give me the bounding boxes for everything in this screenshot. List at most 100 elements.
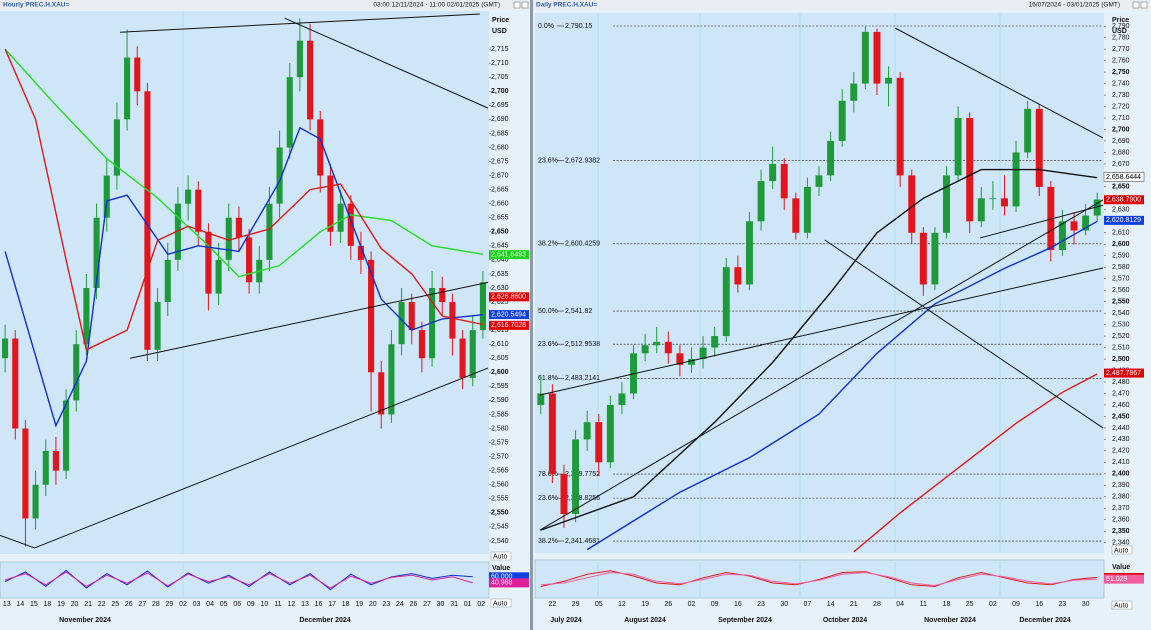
window-button[interactable] xyxy=(1140,1,1148,9)
plot-layer: 0.0% 2,790.15 23.6% 2,672.9382 38.2% 2,600.42… xyxy=(537,14,1104,553)
x-tick-label: 05 xyxy=(220,601,228,608)
auto-button[interactable] xyxy=(490,551,512,561)
y-tick-label: 2,580 xyxy=(1112,264,1130,271)
candle-body xyxy=(861,31,869,84)
x-tick-label: 09 xyxy=(1012,601,1020,608)
candle-body xyxy=(896,77,904,176)
candle-body xyxy=(1035,108,1043,187)
x-tick-label: 30 xyxy=(437,601,445,608)
candle-body xyxy=(954,117,962,176)
fib-label: 78.6% xyxy=(538,471,558,478)
y-tick-label: 2,590 xyxy=(491,397,509,404)
x-tick-label: 12 xyxy=(288,601,296,608)
y-tick-label: 2,575 xyxy=(491,439,509,446)
candle-body xyxy=(537,393,545,405)
window-button[interactable] xyxy=(513,1,521,9)
price-tag xyxy=(1104,215,1144,225)
x-tick-label: 04 xyxy=(206,601,214,608)
date-range: 03:00 12/11/2024 - 11:00 02/01/2025 (GMT… xyxy=(373,2,500,9)
x-tick-label: 18 xyxy=(44,601,52,608)
fib-label: 38.2% xyxy=(538,538,558,545)
x-tick-label: 29 xyxy=(572,601,580,608)
fib-label: 23.6% xyxy=(538,157,558,164)
y-tick-label: 2,740 xyxy=(1112,80,1130,87)
moving-average xyxy=(853,373,1098,553)
y-tick-label: 2,790 xyxy=(1112,23,1130,30)
oscillator-layer xyxy=(540,562,1098,597)
candle-body xyxy=(12,338,19,429)
auto-button-label[interactable]: Auto xyxy=(1114,602,1129,609)
oscillator-line xyxy=(4,571,473,589)
auto-button[interactable] xyxy=(490,598,512,608)
window-button[interactable] xyxy=(521,1,529,9)
y-tick-label: 2,600 xyxy=(1112,241,1130,248)
y-tick-label: 2,460 xyxy=(1112,402,1130,409)
candle-body xyxy=(134,57,141,92)
x-tick-label: 21 xyxy=(84,601,92,608)
x-tick-label: 20 xyxy=(369,601,377,608)
auto-button-label[interactable]: Auto xyxy=(493,600,508,607)
y-tick-label: 2,680 xyxy=(491,144,509,151)
month-label: August 2024 xyxy=(624,617,666,624)
price-tag xyxy=(489,292,529,302)
x-tick-label: 22 xyxy=(98,601,106,608)
y-tick-label: 2,470 xyxy=(1112,390,1130,397)
y-tick-label: 2,540 xyxy=(491,538,509,545)
y-tick-label: 2,655 xyxy=(491,215,509,222)
fib-label: 61.8% xyxy=(538,375,558,382)
y-tick-label: 2,390 xyxy=(1112,482,1130,489)
date-range: 16/07/2024 - 03/01/2025 (GMT) xyxy=(1029,2,1120,9)
candle-body xyxy=(966,117,974,222)
candle-body xyxy=(246,237,253,283)
price-label: Price xyxy=(1112,17,1129,24)
candle-body xyxy=(792,198,800,233)
fib-label: 38.2% xyxy=(538,241,558,248)
x-tick-label: 27 xyxy=(138,601,146,608)
candle-body xyxy=(164,259,171,303)
fib-label: 23.6% xyxy=(538,495,558,502)
moving-average xyxy=(4,126,483,428)
y-tick-label: 2,720 xyxy=(1112,103,1130,110)
month-label: July 2024 xyxy=(550,617,582,624)
x-tick-label: 13 xyxy=(301,601,309,608)
window-button[interactable] xyxy=(1132,1,1140,9)
oscillator-area xyxy=(0,561,490,599)
candle-body xyxy=(664,341,672,354)
candle-body xyxy=(42,450,49,485)
x-tick-label: 16 xyxy=(1035,601,1043,608)
y-tick-label: 2,630 xyxy=(491,285,509,292)
candle-body xyxy=(357,245,364,260)
trendline xyxy=(284,17,489,109)
y-tick-label: 2,625 xyxy=(491,299,509,306)
y-tick-label: 2,610 xyxy=(1112,230,1130,237)
candle-body xyxy=(215,259,222,294)
price-tag xyxy=(489,572,529,582)
x-tick-label: 06 xyxy=(233,601,241,608)
y-tick-label: 2,370 xyxy=(1112,505,1130,512)
x-tick-label: 09 xyxy=(247,601,255,608)
y-tick-label: 2,350 xyxy=(1112,528,1130,535)
y-tick-label: 2,400 xyxy=(1112,471,1130,478)
fib-value-label: 2,790.15 xyxy=(565,23,592,30)
x-tick-label: 16 xyxy=(734,601,742,608)
candle-body xyxy=(296,40,303,78)
price-tag-label: 2,658.6444 xyxy=(1106,174,1141,181)
x-tick-label: 05 xyxy=(595,601,603,608)
candle-body xyxy=(641,345,649,354)
x-tick-label: 02 xyxy=(989,601,997,608)
trendline xyxy=(539,267,1104,396)
auto-button[interactable] xyxy=(1111,545,1133,555)
auto-button-label[interactable]: Auto xyxy=(1114,547,1129,554)
candle-body xyxy=(479,282,486,331)
candle-body xyxy=(815,175,823,187)
y-tick-label: 2,770 xyxy=(1112,46,1130,53)
axis-layer: 2,540 2,545 2,550 2,555 2,560 2,565 2,570 2,575… xyxy=(3,46,529,624)
candle-body xyxy=(885,77,893,84)
x-tick-label: 26 xyxy=(125,601,133,608)
price-tag-label: 2,638.7900 xyxy=(1106,197,1141,204)
axis-layer: 2,340 2,350 2,360 2,370 2,380 2,390 2,400 2,410… xyxy=(548,23,1145,624)
auto-button[interactable] xyxy=(1111,600,1133,610)
month-label: November 2024 xyxy=(59,617,111,624)
auto-button-label[interactable]: Auto xyxy=(493,553,508,560)
trendline xyxy=(0,534,35,549)
